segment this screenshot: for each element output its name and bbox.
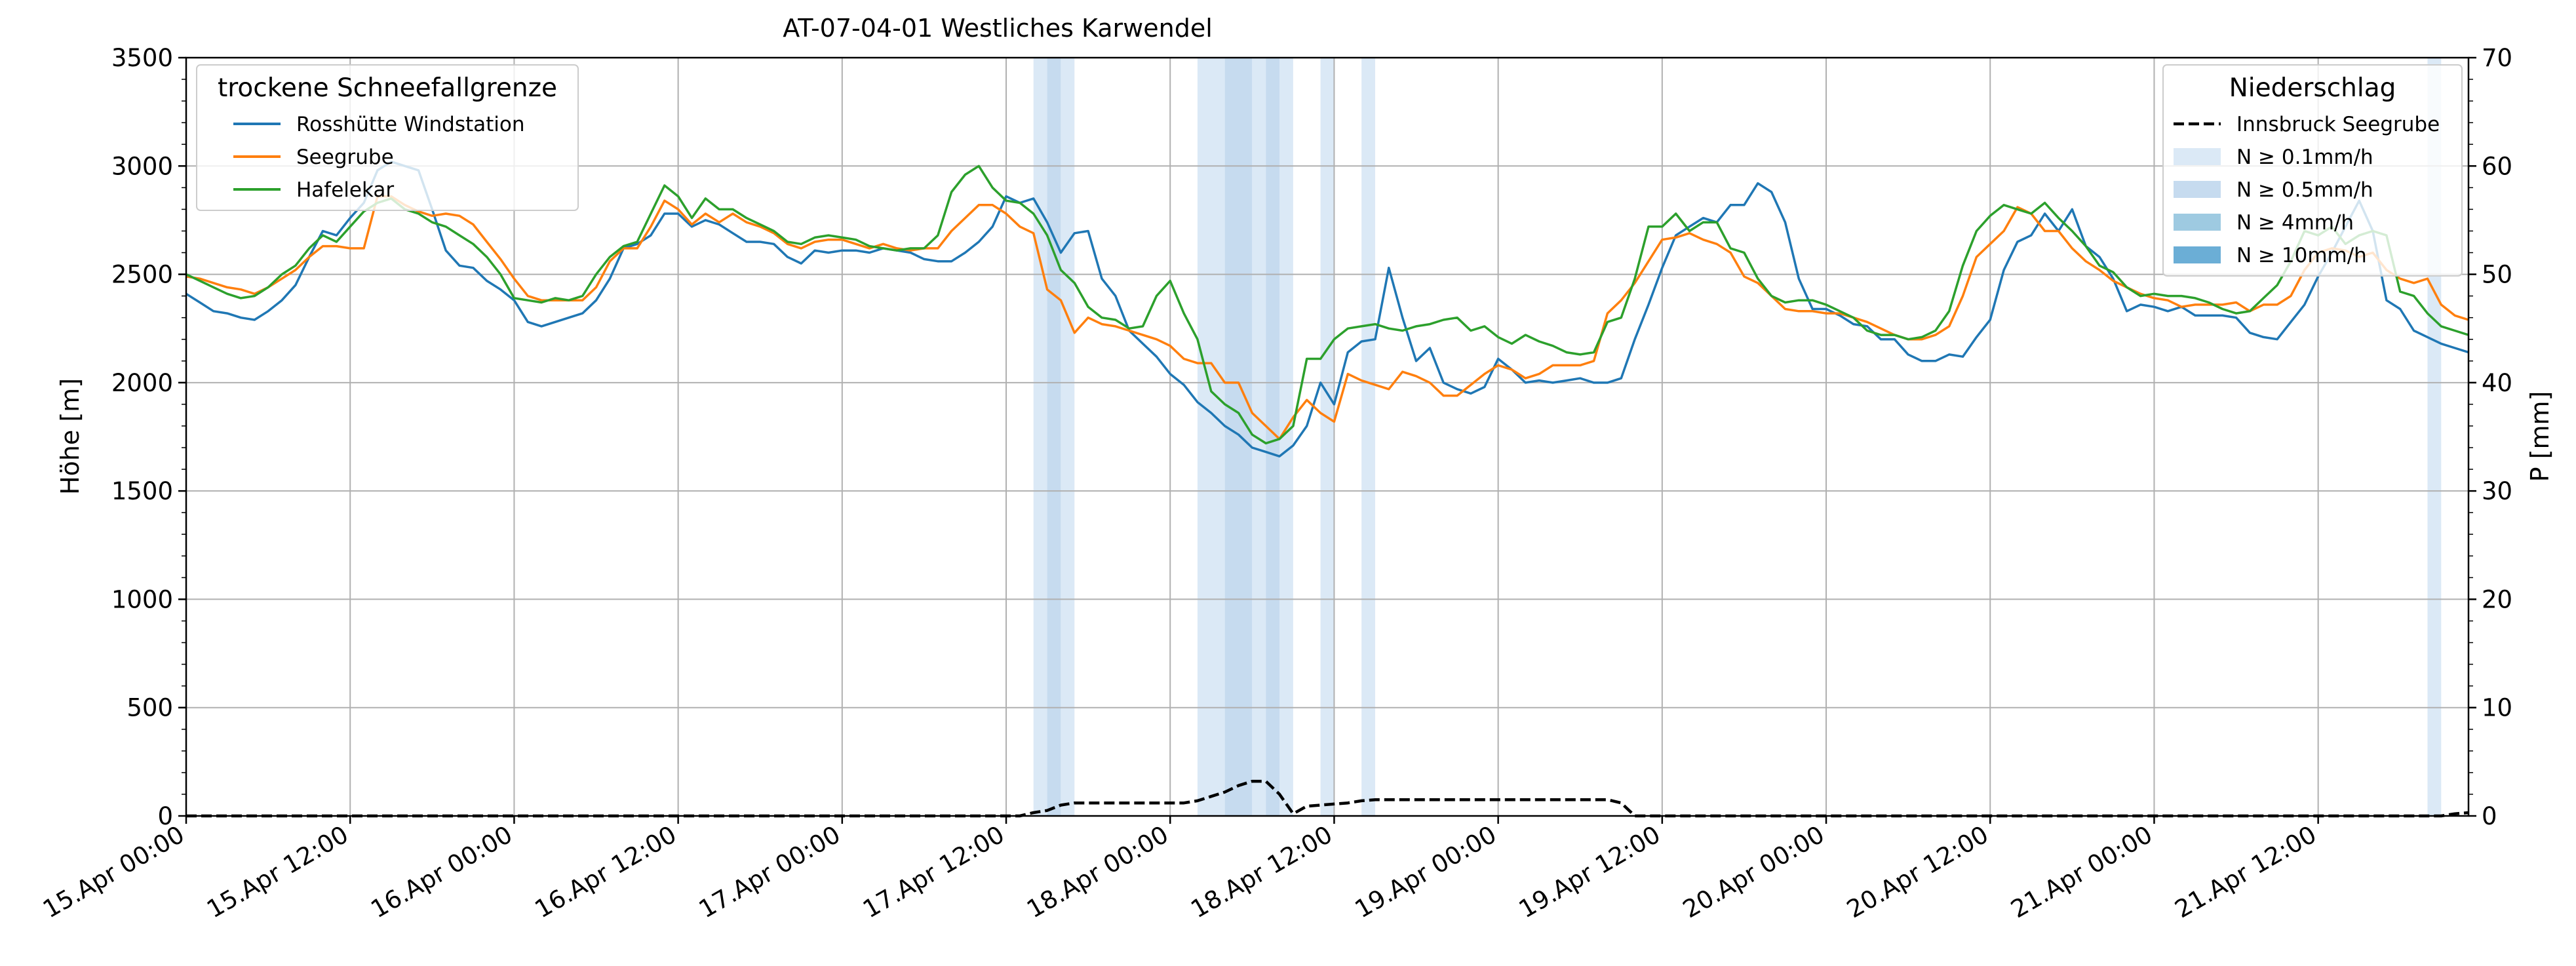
- y2-tick-label-7: 70: [2482, 44, 2512, 72]
- y-tick-label-2: 1000: [111, 585, 173, 613]
- precip-band-2: [1061, 58, 1075, 816]
- legend-label-0: Innsbruck Seegrube: [2236, 113, 2440, 136]
- legend-precipitation: Niederschlag Innsbruck Seegrube N ≥ 0.1mm/…: [2162, 64, 2463, 277]
- legend-title: trockene Schneefallgrenze: [218, 73, 557, 103]
- y-axis-label-left: Höhe [m]: [56, 378, 85, 495]
- legend-label-1: N ≥ 0.1mm/h: [2236, 145, 2373, 169]
- legend-label-2: Hafelekar: [296, 178, 394, 202]
- y2-tick-label-4: 40: [2482, 369, 2512, 397]
- precip-band-8: [1320, 58, 1335, 816]
- legend-snowfall: trockene Schneefallgrenze Rosshütte Winds…: [196, 64, 579, 211]
- plot-frame: [185, 56, 2470, 817]
- precip-band-6: [1266, 58, 1280, 816]
- y-tick-label-4: 2000: [111, 369, 173, 397]
- legend-swatch-1: [2174, 148, 2221, 165]
- precip-band-1: [1047, 58, 1061, 816]
- legend-box: [196, 64, 579, 211]
- legend-box: [2162, 64, 2463, 277]
- y2-tick-label-2: 20: [2482, 585, 2512, 613]
- legend-label-0: Rosshütte Windstation: [296, 113, 525, 136]
- precip-band-0: [1033, 58, 1047, 816]
- precip-band-4: [1224, 58, 1253, 816]
- y2-tick-label-5: 50: [2482, 261, 2512, 289]
- legend-label-1: Seegrube: [296, 145, 394, 169]
- chart-title: AT-07-04-01 Westliches Karwendel: [783, 14, 1213, 43]
- y-tick-label-6: 3000: [111, 152, 173, 180]
- y-tick-label-0: 0: [157, 802, 173, 830]
- legend-swatch-4: [2174, 246, 2221, 263]
- legend-label-3: N ≥ 4mm/h: [2236, 211, 2354, 235]
- y-tick-label-7: 3500: [111, 44, 173, 72]
- legend-label-2: N ≥ 0.5mm/h: [2236, 178, 2373, 202]
- series-line-3: [186, 779, 2469, 818]
- series-lines: [185, 160, 2469, 818]
- y-axis-label-right: P [mm]: [2526, 391, 2554, 482]
- legend-swatch-2: [2174, 181, 2221, 198]
- precip-band-9: [1361, 58, 1375, 816]
- y2-tick-label-3: 30: [2482, 477, 2512, 505]
- legend-swatch-3: [2174, 214, 2221, 231]
- precip-band-5: [1252, 58, 1266, 816]
- precip-band-3: [1197, 58, 1225, 816]
- legend-label-4: N ≥ 10mm/h: [2236, 244, 2367, 267]
- y2-tick-label-1: 10: [2482, 694, 2512, 722]
- legend-title: Niederschlag: [2229, 73, 2396, 103]
- y-tick-label-3: 1500: [111, 477, 173, 505]
- precip-band-7: [1279, 58, 1293, 816]
- y2-tick-label-6: 60: [2482, 152, 2512, 180]
- y-tick-label-1: 500: [127, 694, 173, 722]
- series-line-2: [185, 164, 2469, 445]
- y2-tick-label-0: 0: [2482, 802, 2497, 830]
- y-tick-label-5: 2500: [111, 261, 173, 289]
